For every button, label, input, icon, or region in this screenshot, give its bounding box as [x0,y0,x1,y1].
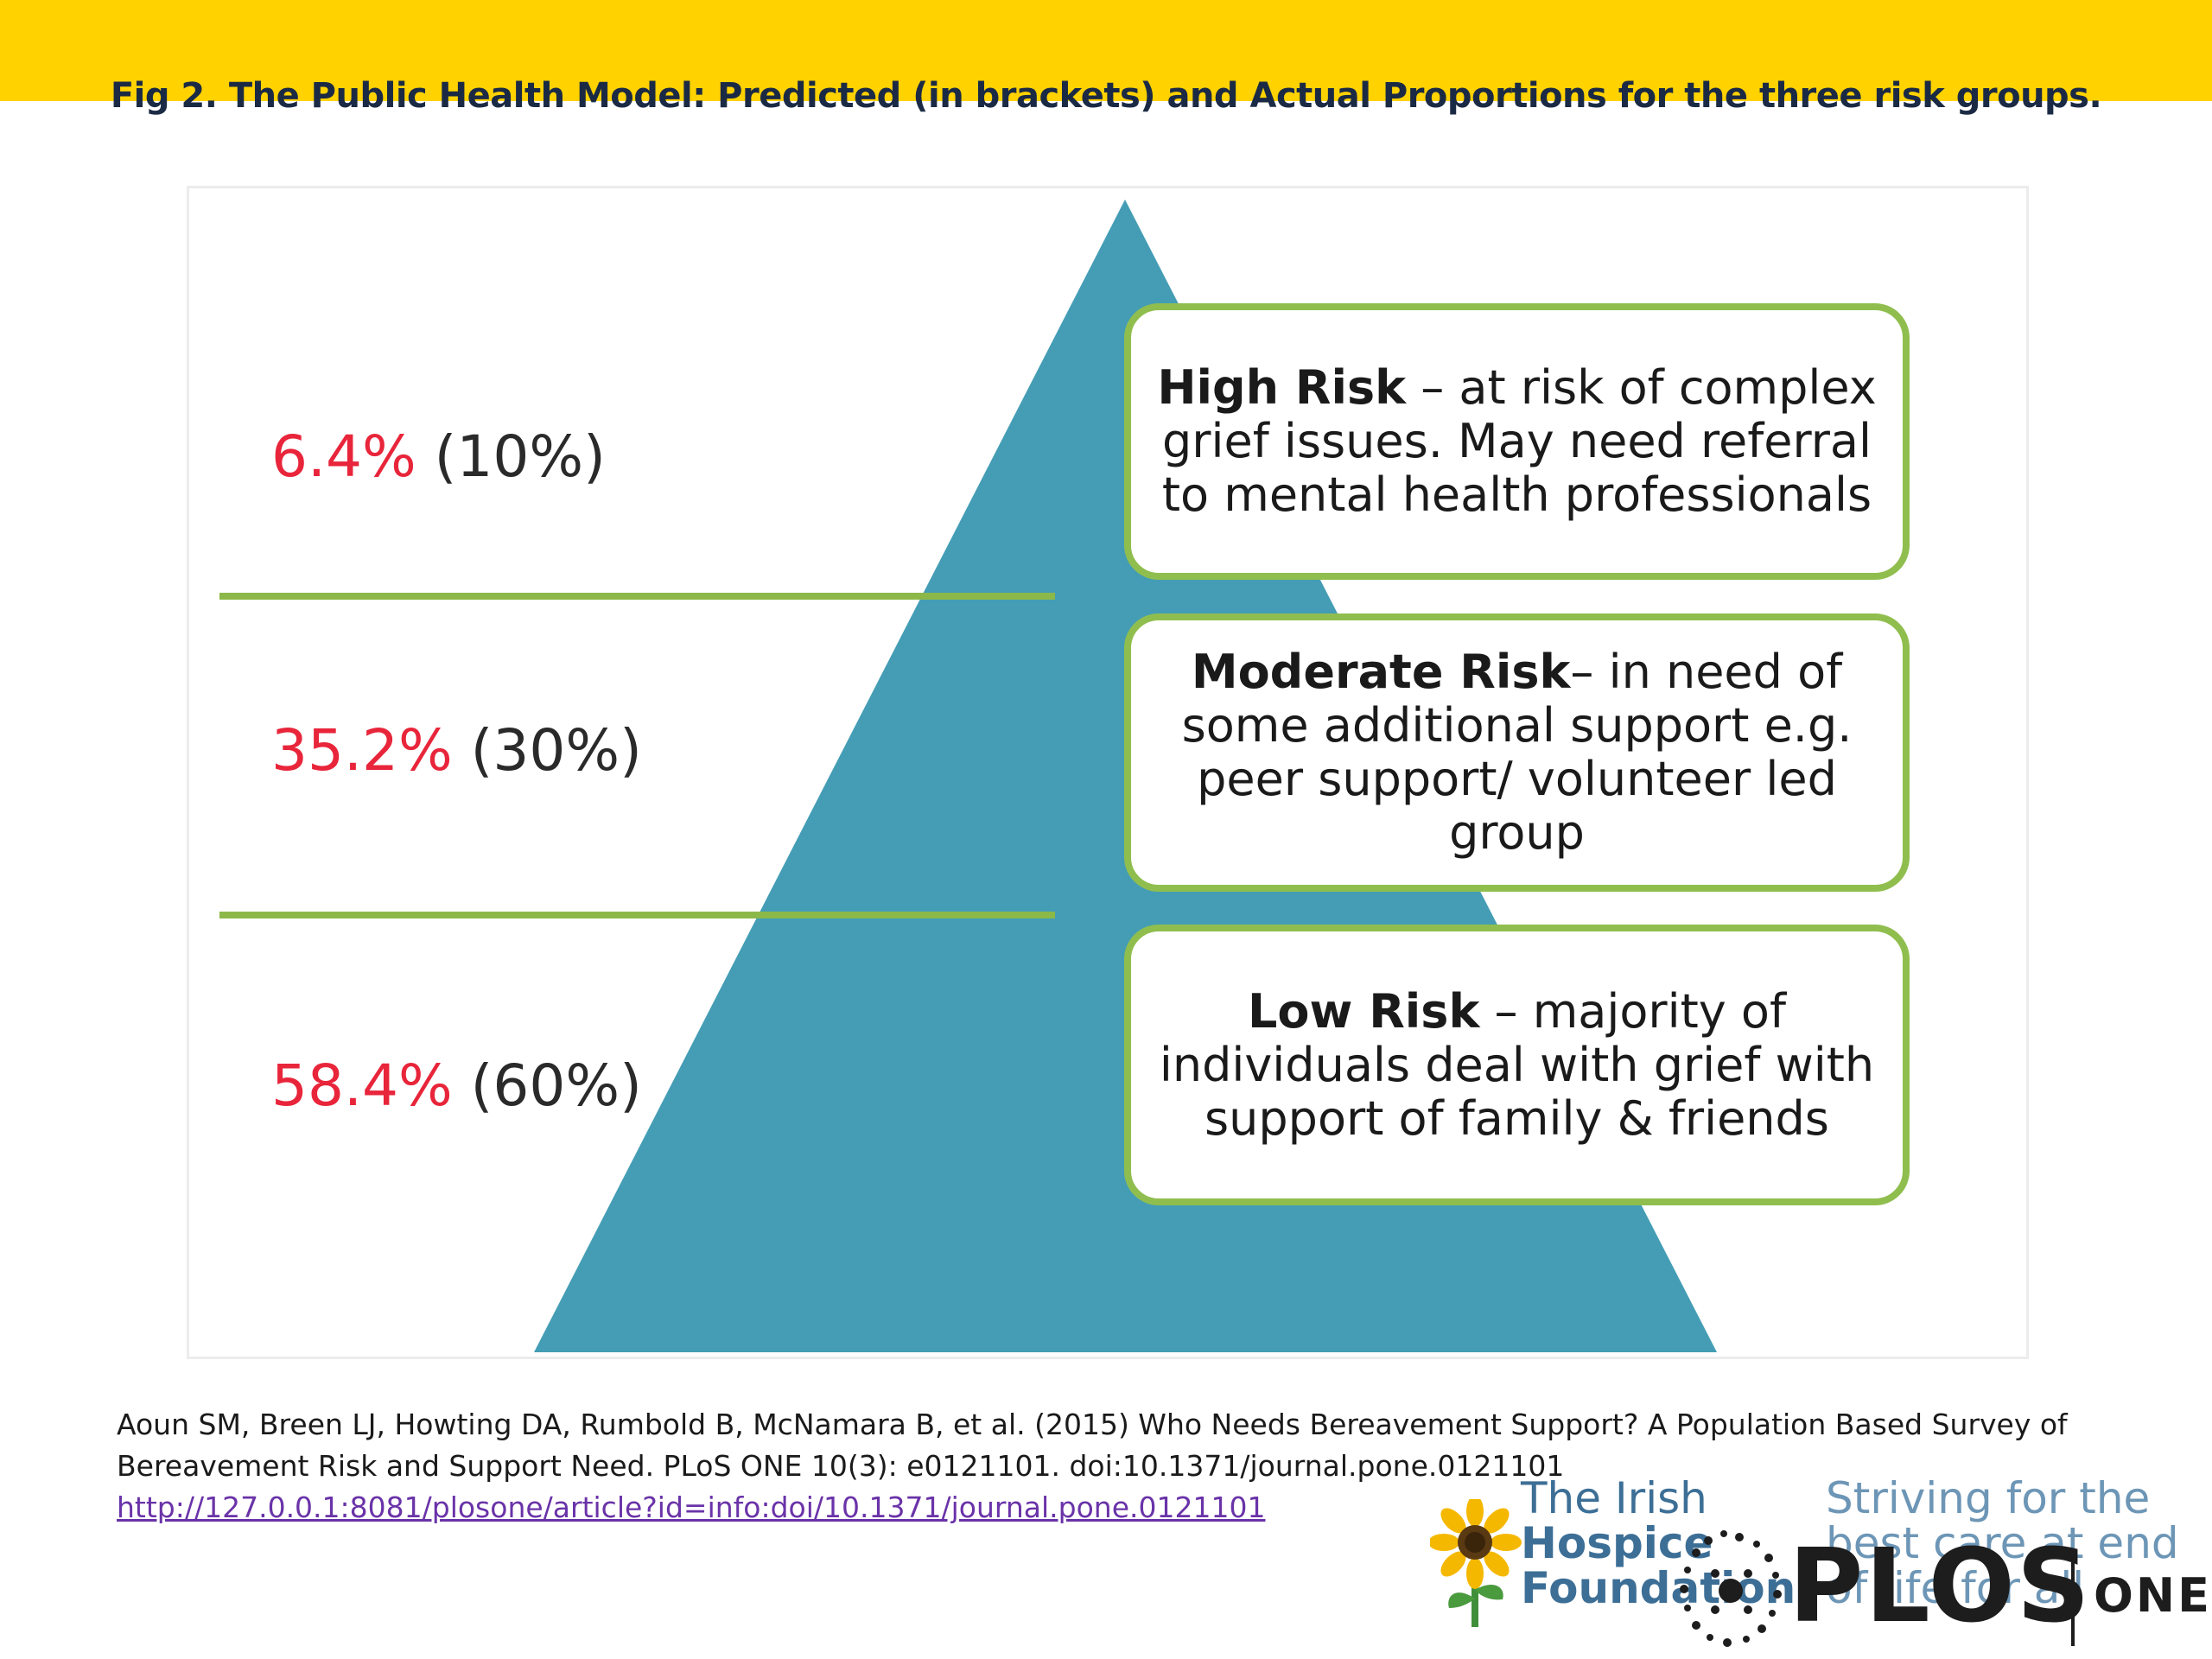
moderate-risk-box: Moderate Risk– in need of some additiona… [1124,613,1910,892]
plos-dots-icon [1680,1530,1782,1647]
low-risk-description: – majority of individuals deal with grie… [1159,983,1875,1146]
ihf-tagline-line-1: Striving for the [1826,1473,2151,1523]
high-risk-description: – at risk of complex grief issues. May n… [1161,360,1877,522]
figure-caption: Fig 2. The Public Health Model: Predicte… [110,76,2102,116]
high-risk-text: High Risk – at risk of complex grief iss… [1152,361,1882,522]
moderate-risk-title: Moderate Risk [1191,645,1571,699]
moderate-risk-actual: 35.2% [271,717,453,784]
high-risk-proportion: 6.4% (10%) [271,423,606,490]
low-risk-actual: 58.4% [271,1052,453,1119]
high-risk-actual: 6.4% [271,423,416,490]
moderate-risk-proportion: 35.2% (30%) [271,717,642,784]
tier-divider-moderate-low [219,912,1055,918]
high-risk-predicted: (10%) [434,423,606,490]
citation-text: Aoun SM, Breen LJ, Howting DA, Rumbold B… [117,1408,2068,1483]
citation-block: Aoun SM, Breen LJ, Howting DA, Rumbold B… [117,1404,2104,1529]
tier-divider-high-moderate [219,593,1055,600]
figure-panel: 6.4% (10%) 35.2% (30%) 58.4% (60%) High … [187,186,2029,1359]
plos-separator [2071,1551,2075,1646]
moderate-risk-description: – in need of some additional support e.g… [1181,645,1853,860]
title-banner [0,0,2212,101]
low-risk-predicted: (60%) [470,1052,642,1119]
low-risk-proportion: 58.4% (60%) [271,1052,642,1119]
sunflower-icon [1430,1499,1522,1627]
low-risk-title: Low Risk [1248,983,1480,1039]
ihf-name-line-1: The Irish [1521,1473,1707,1523]
ihf-tagline-line-3: of life for all [1826,1563,2085,1613]
low-risk-text: Low Risk – majority of individuals deal … [1152,983,1882,1146]
plos-one-logo: PLOS ONE [1672,1525,2209,1659]
low-risk-box: Low Risk – majority of individuals deal … [1124,925,1910,1205]
irish-hospice-foundation-logo: The Irish Hospice Foundation Striving fo… [1430,1469,2212,1650]
plos-one-label: ONE [2094,1568,2212,1623]
ihf-name-line-2: Hospice [1521,1518,1713,1568]
plos-wordmark: PLOS [1789,1526,2092,1645]
ihf-tagline-line-2: best care at end [1826,1518,2179,1568]
moderate-risk-predicted: (30%) [470,717,642,784]
moderate-risk-text: Moderate Risk– in need of some additiona… [1152,645,1882,860]
high-risk-box: High Risk – at risk of complex grief iss… [1124,303,1910,580]
high-risk-title: High Risk [1157,360,1407,415]
citation-link[interactable]: http://127.0.0.1:8081/plosone/article?id… [117,1491,1266,1524]
